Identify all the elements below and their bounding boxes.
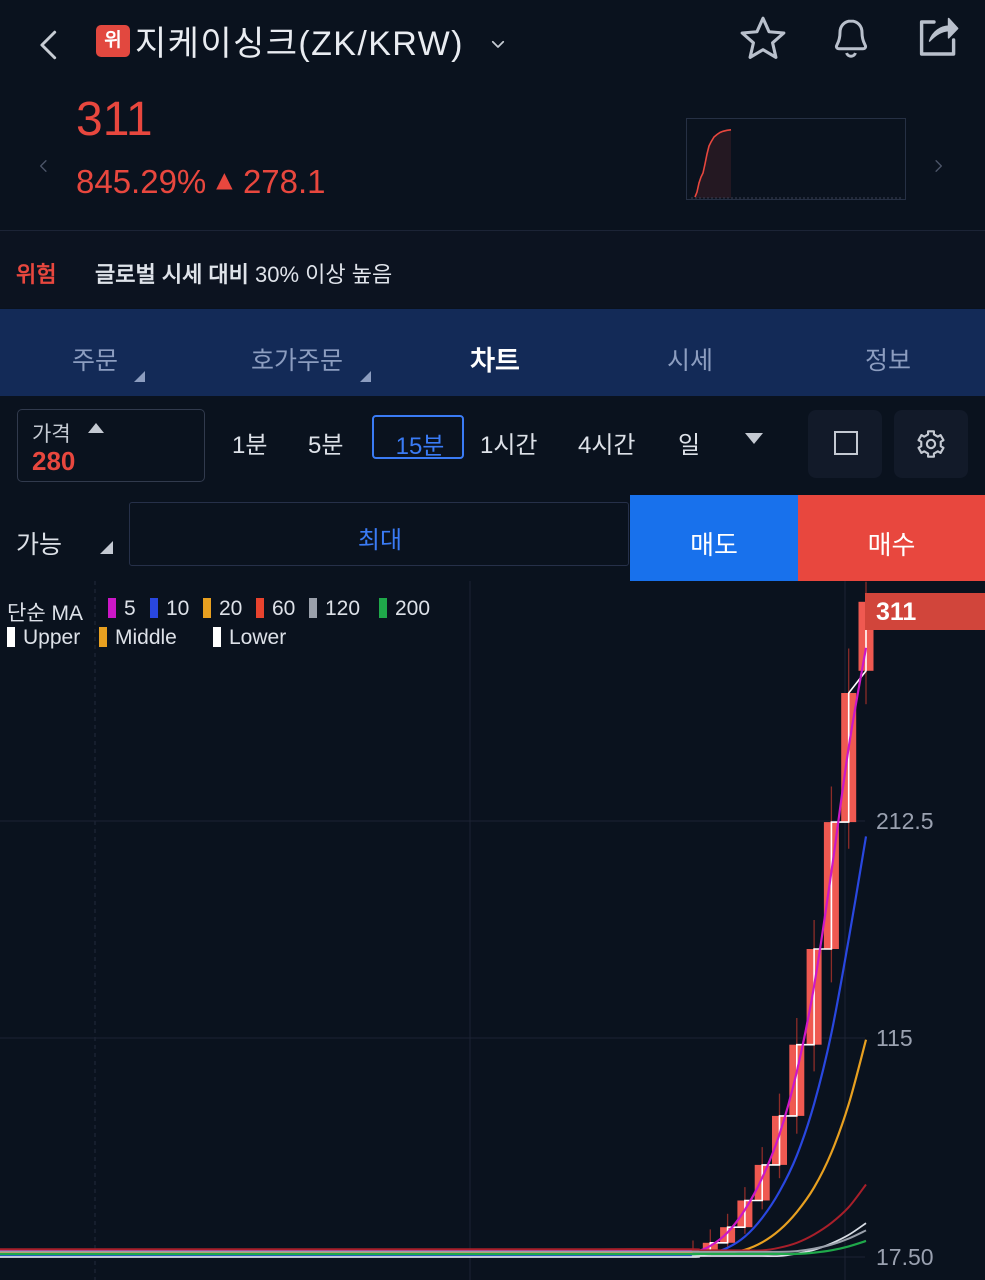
svg-text:115: 115 (876, 1025, 913, 1051)
svg-text:212.5: 212.5 (876, 808, 934, 834)
svg-text:17.50: 17.50 (876, 1244, 934, 1270)
svg-text:311: 311 (876, 598, 916, 626)
